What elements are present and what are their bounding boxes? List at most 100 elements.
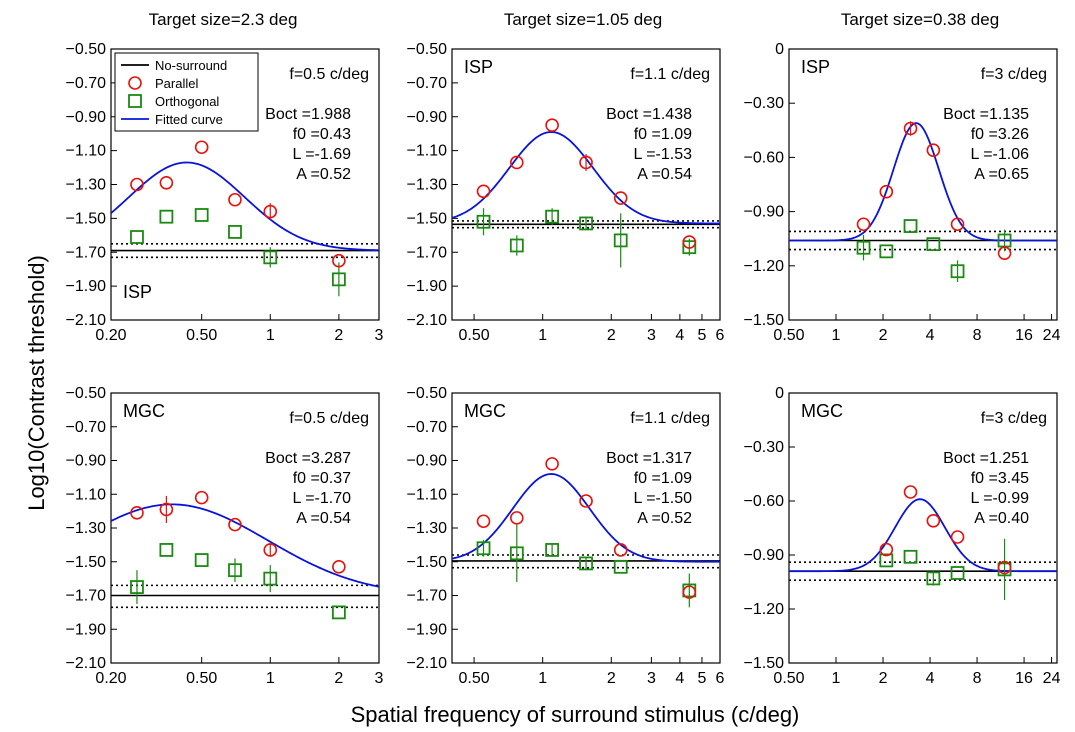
fit-param-label: L =-1.53 bbox=[633, 146, 692, 163]
parallel-point bbox=[682, 235, 697, 249]
y-tick-label: 0 bbox=[775, 41, 784, 58]
y-tick-label: −0.50 bbox=[66, 41, 107, 58]
legend-swatch-orthogonal bbox=[128, 94, 142, 108]
y-tick-label: −0.90 bbox=[407, 453, 448, 470]
x-tick-label: 0.50 bbox=[459, 670, 490, 687]
fitted-curve bbox=[111, 161, 379, 252]
y-tick-label: −1.10 bbox=[407, 486, 448, 503]
y-tick-label: −0.50 bbox=[407, 385, 448, 402]
y-tick-label: −1.70 bbox=[407, 588, 448, 605]
parallel-point bbox=[228, 192, 242, 207]
panel-bottom-middle: −0.50 −0.70 −0.90 −1.10 −1.30 −1.50 −1.70 −1.90… bbox=[407, 385, 725, 687]
legend: No-surround Parallel Orthogonal Fitted curv… bbox=[114, 52, 259, 132]
parallel-point bbox=[228, 517, 242, 532]
orthogonal-point bbox=[228, 225, 242, 239]
y-tick-label: −1.50 bbox=[407, 210, 448, 227]
freq-label: f=0.5 c/deg bbox=[289, 410, 369, 427]
x-tick-label: 4 bbox=[675, 327, 684, 344]
subject-label: ISP bbox=[123, 282, 152, 302]
orthogonal-point bbox=[545, 543, 560, 557]
plot-area bbox=[452, 118, 720, 268]
plot-frame bbox=[451, 48, 721, 321]
x-tick-label: 6 bbox=[716, 670, 725, 687]
fit-param-label: L =-1.70 bbox=[292, 490, 351, 507]
legend-label: Parallel bbox=[155, 76, 198, 91]
y-tick-label: −0.90 bbox=[407, 109, 448, 126]
x-tick-label: 16 bbox=[1015, 670, 1033, 687]
subject-label: ISP bbox=[464, 57, 493, 77]
parallel-point bbox=[879, 184, 894, 199]
orthogonal-point bbox=[509, 238, 524, 253]
orthogonal-point bbox=[476, 541, 491, 556]
x-tick-label: 4 bbox=[675, 670, 684, 687]
y-tick-label: −1.50 bbox=[66, 210, 107, 227]
column-title-2: Target size=1.05 deg bbox=[504, 10, 662, 29]
parallel-point bbox=[332, 253, 346, 268]
x-tick-label: 1 bbox=[538, 670, 547, 687]
fit-param-label: Boct =1.135 bbox=[943, 106, 1029, 123]
parallel-point bbox=[950, 530, 965, 544]
subject-label: ISP bbox=[801, 57, 830, 77]
subject-label: MGC bbox=[464, 401, 506, 421]
x-tick-label: 3 bbox=[647, 670, 656, 687]
y-tick-label: −0.60 bbox=[744, 149, 785, 166]
panel-bottom-left: −0.50 −0.70 −0.90 −1.10 −1.30 −1.50 −1.70 −1.90… bbox=[66, 385, 384, 687]
y-tick-label: −2.10 bbox=[66, 312, 107, 329]
orthogonal-point bbox=[194, 208, 209, 222]
x-tick-label: 2 bbox=[879, 670, 888, 687]
parallel-point bbox=[545, 457, 559, 471]
orthogonal-point bbox=[579, 216, 593, 231]
y-tick-label: −1.20 bbox=[744, 258, 785, 275]
x-tick-label: 4 bbox=[926, 327, 935, 344]
fit-param-label: L =-1.50 bbox=[633, 490, 692, 507]
y-tick-label: −0.90 bbox=[66, 109, 107, 126]
freq-label: f=1.1 c/deg bbox=[630, 410, 710, 427]
orthogonal-point bbox=[950, 264, 965, 279]
y-tick-label: −2.10 bbox=[407, 655, 448, 672]
y-tick-label: −1.70 bbox=[407, 244, 448, 261]
legend-label: No-surround bbox=[155, 58, 227, 73]
x-tick-label: 1 bbox=[538, 327, 547, 344]
subject-label: MGC bbox=[123, 401, 165, 421]
orthogonal-point bbox=[926, 237, 941, 252]
parallel-point bbox=[579, 155, 593, 170]
x-tick-label: 5 bbox=[698, 327, 707, 344]
orthogonal-point bbox=[545, 209, 560, 224]
fit-param-label: L =-1.69 bbox=[292, 146, 351, 163]
y-tick-label: −0.30 bbox=[744, 439, 785, 456]
x-tick-label: 2 bbox=[607, 670, 616, 687]
orthogonal-point bbox=[331, 605, 346, 620]
plot-area bbox=[789, 121, 1057, 283]
plot-frame bbox=[451, 392, 721, 664]
fit-param-label: Boct =1.317 bbox=[606, 450, 692, 467]
column-title-3: Target size=0.38 deg bbox=[841, 10, 999, 29]
y-tick-label: −1.90 bbox=[407, 278, 448, 295]
y-tick-label: −1.30 bbox=[66, 520, 107, 537]
y-tick-label: −2.10 bbox=[66, 655, 107, 672]
fitted-curve bbox=[111, 503, 379, 588]
fitted-curve bbox=[789, 122, 1057, 242]
legend-label: Orthogonal bbox=[155, 94, 219, 109]
freq-label: f=3 c/deg bbox=[981, 410, 1047, 427]
parallel-point bbox=[926, 513, 941, 528]
y-tick-label: −0.70 bbox=[407, 419, 448, 436]
y-tick-label: −0.30 bbox=[744, 95, 785, 112]
x-tick-label: 3 bbox=[375, 327, 384, 344]
y-tick-label: −1.10 bbox=[407, 143, 448, 160]
fit-param-label: A =0.54 bbox=[637, 166, 692, 183]
parallel-point bbox=[997, 560, 1012, 575]
parallel-point bbox=[510, 511, 524, 525]
parallel-point bbox=[510, 155, 524, 170]
x-tick-label: 0.50 bbox=[186, 327, 217, 344]
y-tick-label: −1.70 bbox=[66, 588, 107, 605]
freq-label: f=0.5 c/deg bbox=[289, 66, 369, 83]
parallel-point bbox=[476, 184, 491, 199]
parallel-point bbox=[997, 246, 1012, 260]
fit-param-label: L =-1.06 bbox=[970, 146, 1029, 163]
y-tick-label: −1.90 bbox=[66, 621, 107, 638]
x-tick-label: 1 bbox=[266, 670, 275, 687]
x-tick-label: 3 bbox=[375, 670, 384, 687]
orthogonal-point bbox=[903, 549, 918, 564]
fit-param-label: A =0.40 bbox=[974, 510, 1029, 527]
x-tick-label: 8 bbox=[973, 670, 982, 687]
